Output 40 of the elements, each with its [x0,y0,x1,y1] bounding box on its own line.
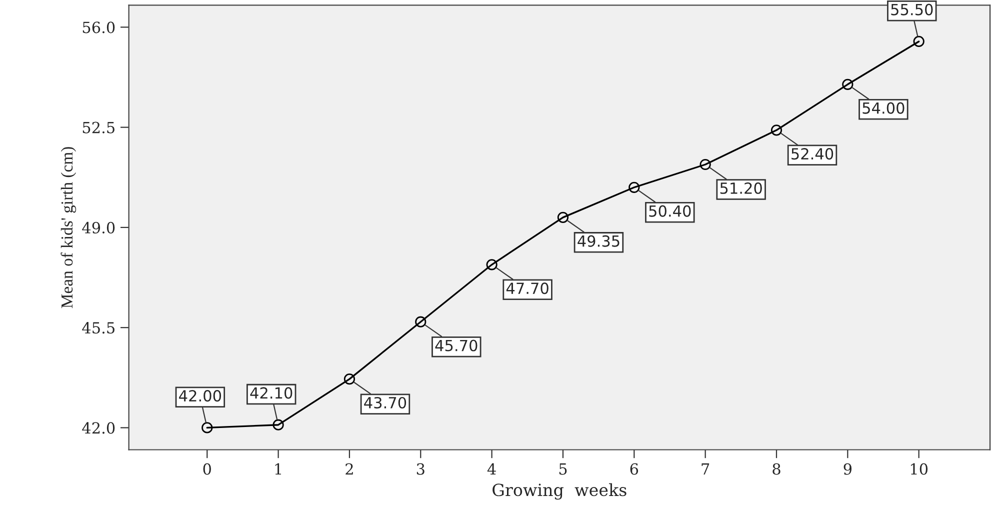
x-tick-label: 2 [346,463,353,475]
data-label: 52.40 [792,148,834,160]
y-axis-title: Mean of kids' girth (cm) [60,147,76,308]
data-label: 42.10 [250,387,292,399]
data-label: 54.00 [862,102,904,114]
x-tick-label: 7 [702,463,710,475]
point [415,316,426,328]
x-tick-label: 6 [630,463,638,475]
data-label: 42.00 [179,390,222,402]
y-tick-label: 52.5 [82,122,114,134]
point [557,212,569,223]
point [700,158,711,170]
x-tick-label: 9 [844,463,852,475]
x-tick-label: 1 [275,463,281,475]
point [272,419,284,430]
data-label: 49.35 [578,235,620,247]
data-label: 47.70 [506,282,548,294]
y-tick-label: 56.0 [82,22,115,34]
y-tick-label: 42.0 [82,422,115,434]
x-tick-label: 0 [203,463,211,475]
point [913,36,924,48]
point [770,124,782,136]
data-label: 51.20 [720,182,762,194]
point [628,182,640,193]
y-tick-label: 45.5 [82,322,114,334]
x-tick-label: 4 [487,463,496,475]
x-tick-label: 8 [772,463,780,475]
data-label: 50.40 [649,205,691,217]
data-label: 45.70 [435,340,478,352]
data-label: 43.70 [364,396,406,409]
point [486,259,498,270]
point [202,422,213,434]
point [344,374,356,385]
x-tick-label: 10 [910,463,928,475]
x-tick-label: 5 [559,463,567,475]
point [842,78,854,90]
x-axis-title: Growing weeks [492,483,626,500]
y-tick-label: 49.0 [82,222,115,234]
x-tick-label: 3 [416,463,424,475]
data-label: 55.50 [891,4,933,16]
